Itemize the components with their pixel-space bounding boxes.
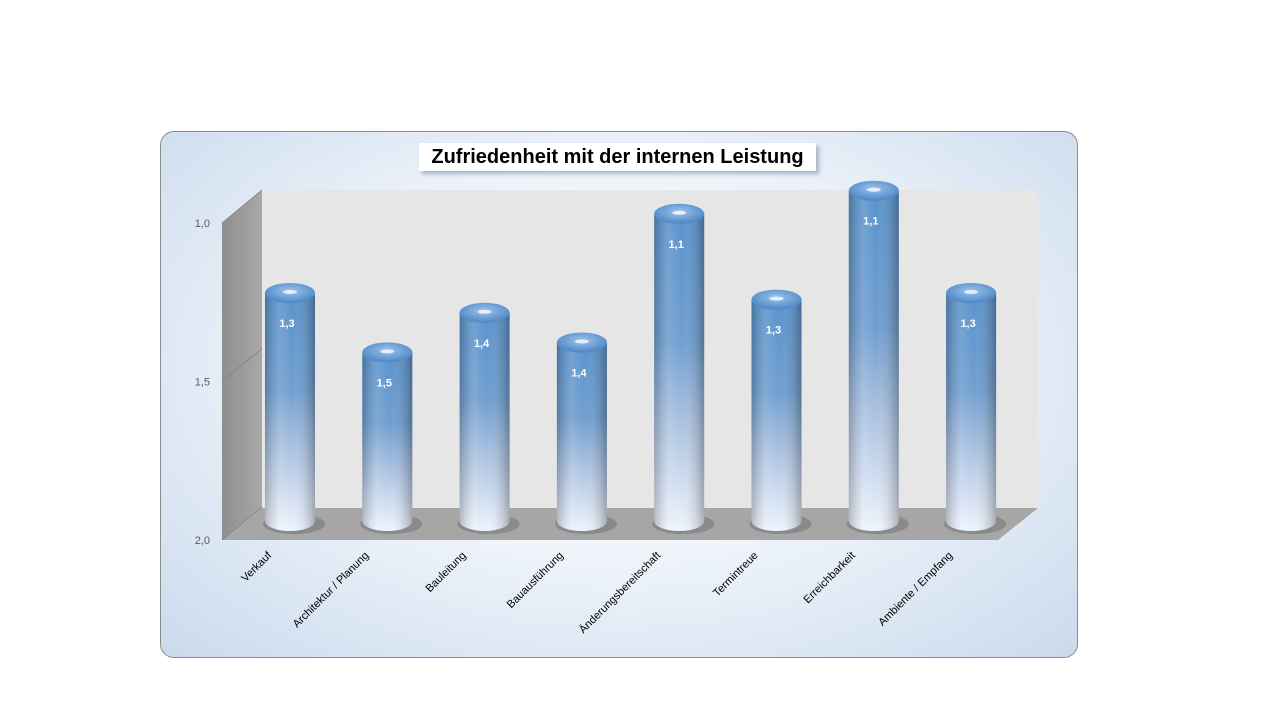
bars: 1,3 1,5 1,4 1,4 1,1 1,3 1,1 1,3 bbox=[263, 180, 1007, 534]
bar-shading bbox=[751, 299, 802, 531]
bar-highlight bbox=[574, 339, 589, 344]
bar-data-label: 1,1 bbox=[863, 216, 878, 228]
bar-highlight bbox=[672, 210, 687, 215]
bar: 1,3 bbox=[263, 283, 325, 534]
chart-title: Zufriedenheit mit der internen Leistung bbox=[431, 145, 804, 168]
bar-shading bbox=[946, 293, 997, 531]
y-gridline bbox=[221, 506, 263, 541]
floor bbox=[222, 508, 1038, 540]
y-tick-label: 2,0 bbox=[195, 535, 210, 547]
bar-shading bbox=[265, 293, 315, 531]
chart-title-box: Zufriedenheit mit der internen Leistung bbox=[419, 143, 816, 171]
bar-highlight bbox=[283, 290, 297, 294]
y-gridline bbox=[221, 189, 263, 224]
bar-shading bbox=[654, 213, 705, 532]
bar-data-label: 1,3 bbox=[279, 318, 294, 330]
bar: 1,3 bbox=[749, 289, 812, 534]
x-category-label: Architektur / Planung bbox=[291, 550, 372, 631]
y-gridline bbox=[221, 348, 263, 382]
back-wall bbox=[262, 190, 1038, 508]
x-category-label: Änderungsbereitschaft bbox=[577, 550, 663, 636]
bar-shading bbox=[362, 352, 413, 531]
bar-data-label: 1,5 bbox=[377, 377, 392, 389]
bar: 1,1 bbox=[846, 180, 909, 534]
x-category-label: Ambiente / Empfang bbox=[876, 550, 955, 629]
bar-shading bbox=[556, 342, 607, 531]
y-tick-label: 1,0 bbox=[195, 218, 210, 230]
x-category-label: Bauleitung bbox=[423, 550, 468, 595]
bar-data-label: 1,3 bbox=[766, 325, 781, 337]
x-category-label: Erreichbarkeit bbox=[801, 550, 857, 606]
x-category-label: Termintreue bbox=[711, 550, 761, 600]
x-category-label: Verkauf bbox=[239, 549, 275, 585]
bar-highlight bbox=[477, 309, 492, 314]
bar: 1,3 bbox=[944, 283, 1007, 534]
bar-data-label: 1,4 bbox=[571, 368, 587, 380]
x-axis-labels: Verkauf Architektur / Planung Bauleitung Ba… bbox=[239, 549, 955, 636]
bar-data-label: 1,4 bbox=[474, 338, 490, 350]
bar: 1,4 bbox=[457, 302, 520, 534]
bar: 1,5 bbox=[360, 342, 423, 534]
bar-data-label: 1,1 bbox=[669, 239, 684, 251]
bar-shading bbox=[459, 312, 510, 531]
y-tick-label: 1,5 bbox=[195, 377, 210, 389]
bar-data-label: 1,3 bbox=[960, 318, 975, 330]
bar-highlight bbox=[769, 296, 784, 301]
bar-highlight bbox=[964, 290, 979, 294]
y-axis: 1,0 1,5 2,0 bbox=[195, 189, 263, 547]
x-category-label: Bauausführung bbox=[505, 550, 566, 611]
bar: 1,1 bbox=[652, 203, 715, 534]
bar: 1,4 bbox=[554, 332, 617, 534]
bar-shading bbox=[848, 190, 899, 531]
bar-highlight bbox=[380, 349, 395, 354]
bar-highlight bbox=[866, 187, 881, 192]
